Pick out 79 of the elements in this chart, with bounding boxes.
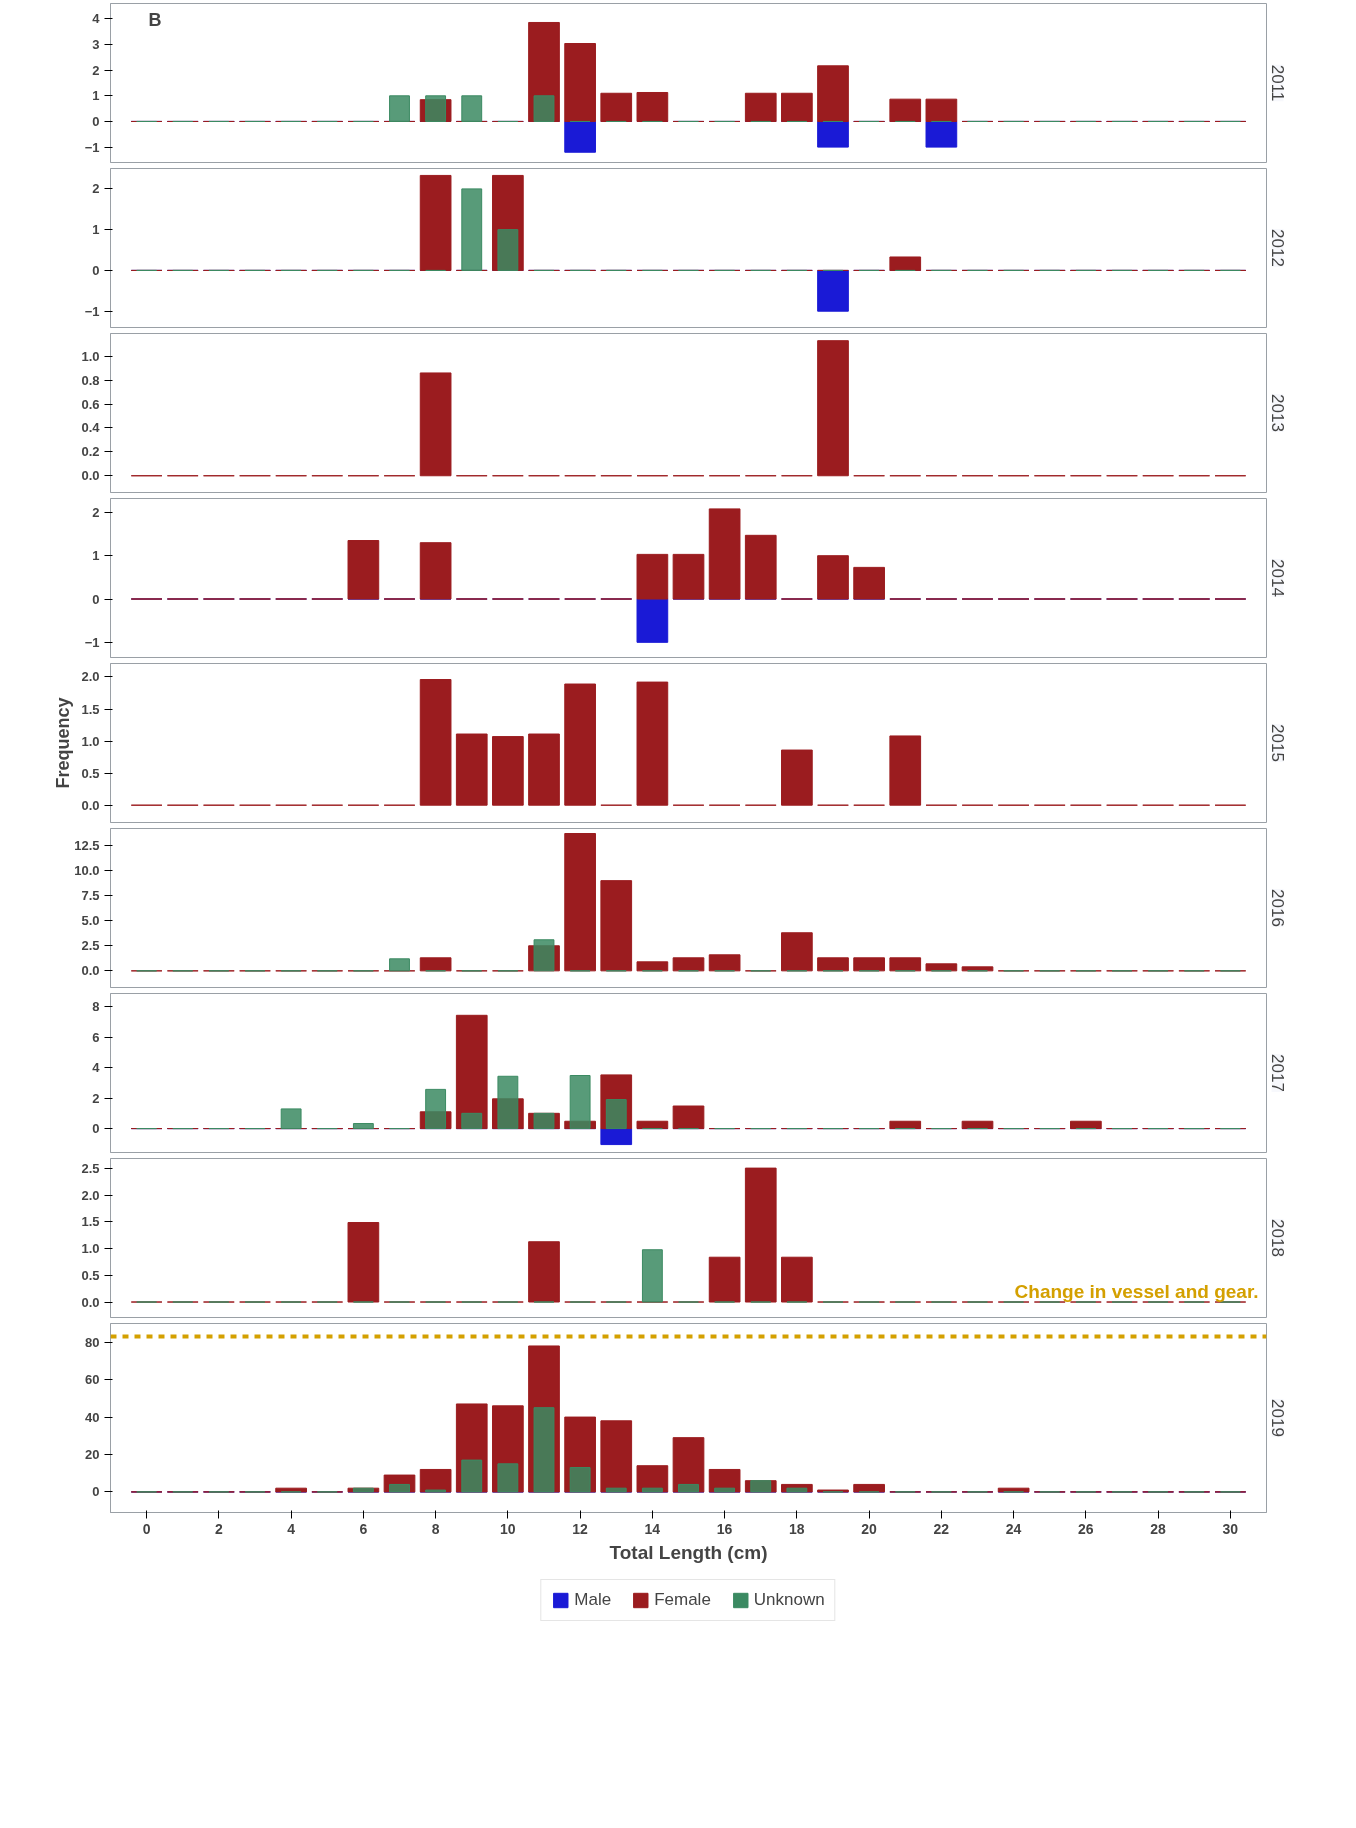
y-tick-label: −1 bbox=[84, 303, 100, 319]
y2-axis-title: 2016 bbox=[1267, 889, 1287, 927]
y2-axis-title: 2017 bbox=[1267, 1054, 1287, 1092]
legend-label: Male bbox=[574, 1590, 612, 1610]
x-tick-label: 28 bbox=[1150, 1520, 1167, 1537]
y-tick-label: 0 bbox=[92, 591, 100, 607]
y-tick-label: 0.0 bbox=[81, 797, 100, 813]
y-tick-label: 7.5 bbox=[81, 888, 100, 904]
y-tick-label: 4 bbox=[92, 11, 101, 27]
y-tick-label: 1 bbox=[92, 88, 100, 104]
y2-axis-title: 2019 bbox=[1267, 1399, 1287, 1437]
y2-axis-title: 2018 bbox=[1267, 1219, 1287, 1257]
x-tick-label: 20 bbox=[861, 1520, 878, 1537]
y-tick-label: 1.0 bbox=[81, 348, 100, 364]
y-tick-label: 0.6 bbox=[81, 396, 100, 412]
x-tick-label: 18 bbox=[789, 1520, 805, 1537]
y-tick-label: 10.0 bbox=[74, 863, 100, 879]
y2-axis-title: 2011 bbox=[1267, 64, 1287, 102]
y-tick-label: 1 bbox=[92, 222, 100, 238]
y-tick-label: 0 bbox=[92, 113, 100, 129]
legend-label: Unknown bbox=[753, 1590, 825, 1610]
y-tick-label: 3 bbox=[92, 37, 100, 53]
y-tick-label: 1 bbox=[92, 548, 100, 564]
y-tick-label: 1.5 bbox=[81, 701, 100, 717]
y-tick-label: 2.5 bbox=[81, 1161, 100, 1177]
x-tick-label: 24 bbox=[1005, 1520, 1022, 1537]
y-tick-label: 6 bbox=[92, 1029, 100, 1045]
x-tick-label: 8 bbox=[431, 1520, 440, 1537]
y-tick-label: 2 bbox=[92, 62, 100, 78]
y-tick-label: 2.0 bbox=[81, 1187, 100, 1203]
y-tick-label: 2 bbox=[92, 181, 100, 197]
y-tick-label: 0 bbox=[92, 1484, 100, 1500]
y-tick-label: 0 bbox=[92, 1121, 100, 1137]
y-tick-label: −1 bbox=[84, 634, 100, 650]
y-tick-label: 0.0 bbox=[81, 468, 100, 484]
y-tick-label: 0.2 bbox=[81, 444, 100, 460]
x-tick-label: 26 bbox=[1078, 1520, 1094, 1537]
x-tick-label: 6 bbox=[359, 1520, 368, 1537]
x-tick-label: 2 bbox=[214, 1520, 223, 1537]
x-tick-label: 14 bbox=[644, 1520, 661, 1537]
x-tick-label: 10 bbox=[500, 1520, 516, 1537]
y2-axis-title: 2015 bbox=[1267, 724, 1287, 762]
y2-axis-title: 2012 bbox=[1267, 229, 1287, 267]
annotation: Change in vessel and gear. bbox=[1014, 1280, 1259, 1302]
annotation: B bbox=[148, 9, 162, 30]
x-axis-title: Total Length (cm) bbox=[609, 1541, 768, 1563]
y-tick-label: 0.0 bbox=[81, 1294, 100, 1310]
y-tick-label: 0.4 bbox=[81, 420, 101, 436]
y-tick-label: 4 bbox=[92, 1060, 101, 1076]
y-tick-label: 0.5 bbox=[81, 1267, 100, 1283]
y-tick-label: −1 bbox=[84, 139, 100, 155]
y-tick-label: 2.5 bbox=[81, 938, 100, 954]
legend-label: Female bbox=[654, 1590, 711, 1610]
x-tick-label: 0 bbox=[142, 1520, 151, 1537]
y-tick-label: 0.8 bbox=[81, 372, 100, 388]
y-tick-label: 80 bbox=[85, 1334, 100, 1350]
y-axis-title: Frequency bbox=[53, 697, 74, 789]
y-tick-label: 2 bbox=[92, 504, 100, 520]
y-tick-label: 1.5 bbox=[81, 1214, 100, 1230]
y-tick-label: 1.0 bbox=[81, 733, 100, 749]
y-tick-label: 0.5 bbox=[81, 765, 100, 781]
y2-axis-title: 2013 bbox=[1267, 394, 1287, 432]
y-tick-label: 1.0 bbox=[81, 1241, 100, 1257]
y-tick-label: 12.5 bbox=[74, 838, 100, 854]
x-tick-label: 30 bbox=[1222, 1520, 1239, 1537]
y-tick-label: 0 bbox=[92, 262, 100, 278]
y-tick-label: 8 bbox=[92, 999, 100, 1015]
y-tick-label: 0.0 bbox=[81, 963, 100, 979]
x-tick-label: 22 bbox=[933, 1520, 950, 1537]
y-tick-label: 60 bbox=[85, 1372, 100, 1388]
y-tick-label: 2 bbox=[92, 1090, 100, 1106]
y-tick-label: 5.0 bbox=[81, 913, 100, 929]
x-tick-label: 4 bbox=[287, 1520, 296, 1537]
y2-axis-title: 2014 bbox=[1267, 559, 1287, 597]
y-tick-label: 20 bbox=[85, 1446, 100, 1462]
x-tick-label: 16 bbox=[716, 1520, 733, 1537]
y-tick-label: 40 bbox=[85, 1409, 100, 1425]
x-tick-label: 12 bbox=[572, 1520, 589, 1537]
y-tick-label: 2.0 bbox=[81, 669, 100, 685]
